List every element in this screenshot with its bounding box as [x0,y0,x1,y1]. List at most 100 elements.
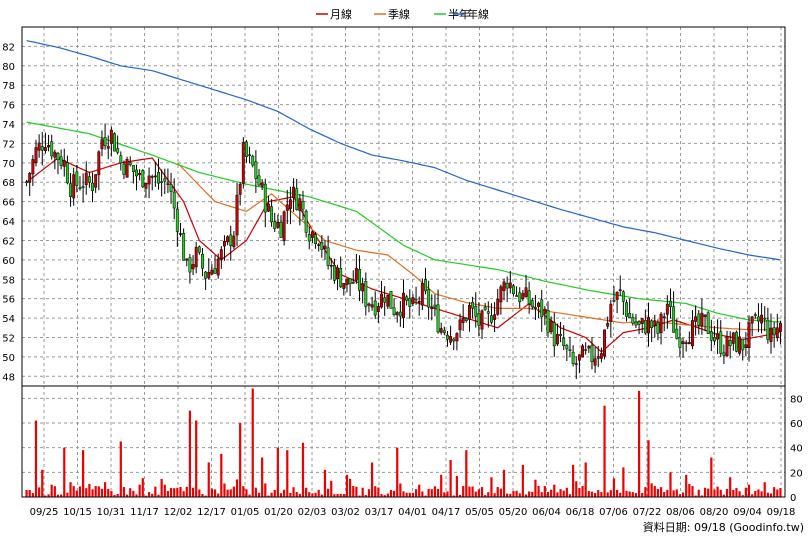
volume-bar [732,490,734,497]
candle-body [399,312,401,316]
candle-body [223,241,225,246]
volume-bar [292,487,294,497]
candle-body [742,339,744,350]
volume-bar [167,491,169,497]
volume-bar [666,490,668,497]
volume-bar [274,490,276,497]
candle-body [195,247,197,267]
candle-body [327,248,329,266]
volume-bar [594,493,596,497]
volume-bar [239,423,241,497]
volume-bar [258,493,260,497]
candle-body [475,306,477,316]
volume-bar [431,489,433,497]
x-tick-label: 01/20 [264,507,293,518]
candle-body [63,160,65,166]
price-tick-label: 74 [2,120,15,131]
candle-body [487,312,489,314]
candle-body [779,323,781,331]
candle-body [41,146,43,150]
volume-bar [330,481,332,497]
price-tick-label: 80 [2,62,15,73]
candle-body [296,189,298,210]
volume-bar [139,485,141,497]
volume-bar [465,450,467,497]
legend-label-quarterly: 季線 [388,7,410,21]
volume-bar [566,488,568,497]
candle-body [44,147,46,150]
candle-body [519,293,521,302]
candle-body [208,272,210,278]
candle-body [280,222,282,237]
candle-body [371,305,373,307]
volume-bar [286,450,288,497]
source-label: 資料日期: 09/18 (Goodinfo.tw) [643,520,804,534]
volume-bar [198,489,200,497]
volume-bar [519,493,521,497]
candle-body [431,307,433,309]
volume-bar [101,489,103,497]
volume-bar [688,484,690,497]
candle-body [339,268,341,287]
candle-body [88,177,90,183]
price-tick-label: 58 [2,275,15,286]
volume-bar [236,479,238,497]
candle-body [148,176,150,184]
volume-bar [132,491,134,497]
candle-body [116,149,118,153]
volume-bar [142,478,144,497]
volume-bar [632,492,634,497]
candle-body [591,345,593,361]
x-tick-label: 11/17 [130,507,159,518]
candle-body [449,336,451,342]
volume-bar [402,491,404,497]
volume-bar [98,486,100,497]
candle-body [283,212,285,241]
candle-body [132,165,134,171]
candle-body [383,298,385,303]
candle-body [333,265,335,280]
candle-body [506,283,508,288]
candle-body [757,317,759,321]
volume-bar [698,490,700,497]
candle-body [654,321,656,326]
candle-body [182,233,184,260]
volume-bar [767,493,769,497]
candle-body [173,192,175,208]
candle-body [201,254,203,268]
candle-body [107,146,109,148]
volume-bar [760,491,762,497]
candle-body [613,300,615,301]
candle-body [459,320,461,330]
candle-body [515,296,517,297]
volume-bar [428,489,430,497]
candle-body [735,332,737,351]
volume-bar [308,492,310,497]
candle-body [69,184,71,197]
candle-body [682,342,684,344]
volume-bar [597,490,599,497]
volume-bar [669,472,671,497]
price-plot-frame [22,27,785,386]
volume-bar [735,488,737,497]
volume-bar [619,493,621,497]
price-tick-label: 72 [2,139,15,150]
volume-bar [270,493,272,497]
candle-body [581,346,583,357]
volume-bar [396,448,398,497]
volume-bar-series [25,388,781,497]
candle-body [274,222,276,229]
x-tick-label: 06/18 [566,507,595,518]
volume-bar [654,486,656,497]
candle-body [773,328,775,335]
volume-bar [575,481,577,497]
candle-body [550,321,552,332]
candle-body [710,332,712,341]
candle-body [374,301,376,315]
volume-bar [591,492,593,497]
candle-body [393,308,395,315]
candle-body [679,338,681,348]
candle-body [666,304,668,314]
candle-body [603,330,605,356]
volume-bar [252,388,254,497]
